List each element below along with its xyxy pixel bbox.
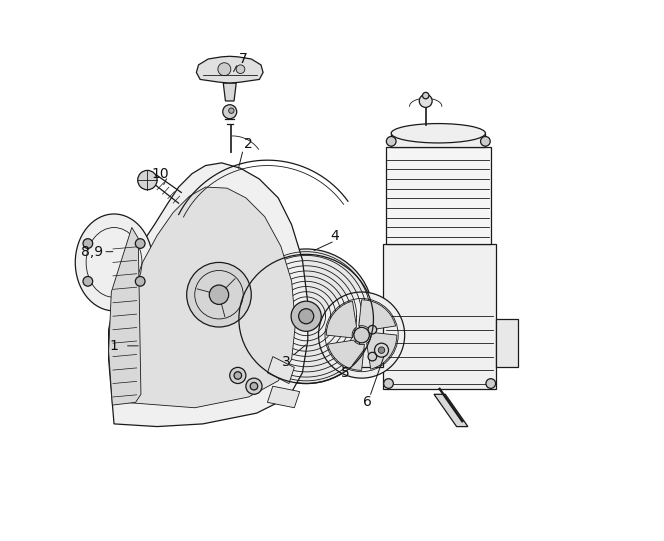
Circle shape [291, 301, 321, 331]
Circle shape [319, 292, 404, 378]
Polygon shape [367, 332, 397, 369]
Circle shape [209, 285, 228, 305]
Circle shape [239, 249, 373, 384]
Polygon shape [434, 394, 468, 427]
Polygon shape [197, 56, 263, 83]
Polygon shape [386, 147, 491, 243]
Circle shape [230, 367, 246, 384]
Polygon shape [121, 187, 295, 408]
Circle shape [481, 136, 490, 146]
Circle shape [386, 136, 396, 146]
Circle shape [135, 239, 145, 248]
Circle shape [384, 379, 393, 388]
Ellipse shape [75, 214, 153, 311]
Circle shape [187, 262, 251, 327]
Circle shape [419, 95, 432, 108]
Circle shape [422, 93, 429, 99]
Circle shape [354, 327, 369, 343]
Circle shape [137, 170, 157, 190]
Polygon shape [359, 319, 383, 367]
Circle shape [246, 378, 262, 394]
Circle shape [234, 372, 242, 379]
Text: 2: 2 [244, 137, 253, 151]
Polygon shape [359, 300, 396, 330]
Polygon shape [496, 319, 518, 367]
Circle shape [83, 276, 93, 286]
Polygon shape [326, 301, 357, 338]
Polygon shape [223, 83, 236, 101]
Text: 8,9: 8,9 [82, 245, 104, 259]
Circle shape [250, 382, 258, 390]
Polygon shape [268, 357, 294, 384]
Circle shape [228, 108, 234, 113]
Polygon shape [109, 163, 308, 427]
Circle shape [83, 239, 93, 248]
Circle shape [299, 309, 313, 324]
Text: 6: 6 [363, 395, 371, 410]
Circle shape [236, 65, 245, 74]
Circle shape [486, 379, 495, 388]
Text: 7: 7 [239, 52, 248, 66]
Text: 5: 5 [341, 366, 350, 380]
Circle shape [368, 352, 376, 361]
Polygon shape [391, 133, 485, 147]
Circle shape [218, 63, 231, 76]
Circle shape [378, 347, 384, 353]
Polygon shape [327, 340, 365, 371]
Circle shape [368, 325, 376, 334]
Text: 4: 4 [330, 228, 339, 242]
Text: 3: 3 [282, 355, 291, 369]
Text: 1: 1 [110, 339, 118, 353]
Circle shape [135, 276, 145, 286]
Polygon shape [383, 243, 496, 389]
Polygon shape [109, 227, 141, 405]
Polygon shape [268, 386, 299, 408]
Circle shape [222, 105, 237, 118]
Text: 10: 10 [151, 167, 169, 181]
Ellipse shape [391, 123, 485, 143]
